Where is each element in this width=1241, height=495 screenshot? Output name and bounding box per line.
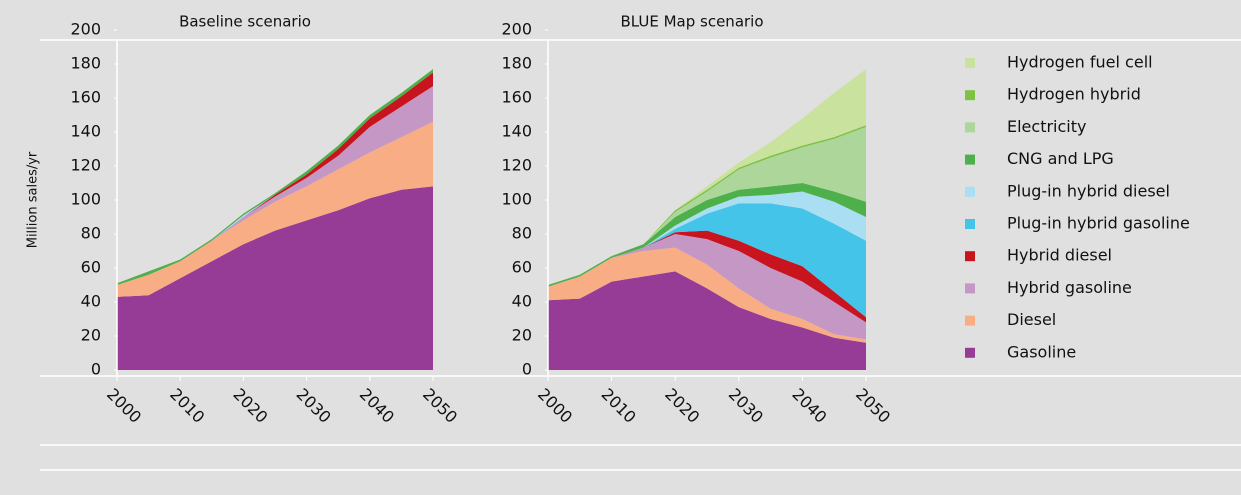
y-tick-label: 0 [91, 360, 101, 379]
area [548, 271, 866, 370]
y-tick-label: 40 [81, 292, 101, 311]
legend-label: Plug-in hybrid gasoline [1007, 214, 1190, 233]
y-tick-label: 160 [501, 88, 532, 107]
legend-label: Electricity [1007, 117, 1086, 136]
legend-swatch [965, 122, 975, 133]
area [548, 203, 866, 318]
legend-swatch [965, 186, 975, 197]
y-tick-label: 180 [501, 54, 532, 73]
y-tick-label: 60 [512, 258, 532, 277]
y-tick-label: 120 [70, 156, 101, 175]
y-tick-label: 140 [70, 122, 101, 141]
y-tick-label: 80 [81, 224, 101, 243]
y-tick-label: 140 [501, 122, 532, 141]
legend-swatch [965, 283, 975, 294]
chart-title: Baseline scenario [179, 13, 311, 31]
chart-title: BLUE Map scenario [620, 13, 763, 31]
legend-swatch [965, 90, 975, 101]
area [548, 183, 866, 287]
y-axis-label: Million sales/yr [26, 151, 41, 248]
legend-swatch [965, 219, 975, 229]
area [548, 191, 866, 287]
legend-swatch [965, 315, 975, 326]
legend-label: Gasoline [1007, 342, 1076, 361]
y-tick-label: 60 [81, 258, 101, 277]
y-tick-label: 80 [512, 224, 532, 243]
y-tick-label: 200 [70, 20, 101, 39]
legend-swatch [965, 58, 975, 68]
y-tick-label: 120 [501, 156, 532, 175]
area [548, 126, 866, 286]
area [548, 234, 866, 340]
y-tick-label: 0 [522, 360, 532, 379]
area [548, 230, 866, 323]
legend-swatch [965, 347, 975, 358]
y-tick-label: 20 [81, 326, 101, 345]
legend-swatch [965, 251, 975, 262]
legend-label: Plug-in hybrid diesel [1007, 181, 1170, 200]
legend-label: CNG and LPG [1007, 149, 1114, 168]
y-tick-label: 160 [70, 88, 101, 107]
y-tick-label: 100 [501, 190, 532, 209]
legend-label: Hydrogen fuel cell [1007, 53, 1153, 72]
legend-label: Hybrid gasoline [1007, 278, 1132, 297]
area [548, 247, 866, 343]
y-tick-label: 20 [512, 326, 532, 345]
area [117, 121, 433, 297]
legend-label: Hybrid diesel [1007, 246, 1112, 265]
y-tick-label: 180 [70, 54, 101, 73]
y-tick-label: 200 [501, 20, 532, 39]
legend-label: Hydrogen hybrid [1007, 85, 1141, 104]
area [117, 186, 433, 370]
legend-swatch [965, 154, 975, 165]
y-tick-label: 100 [70, 190, 101, 209]
legend-label: Diesel [1007, 310, 1056, 329]
y-tick-label: 40 [512, 292, 532, 311]
